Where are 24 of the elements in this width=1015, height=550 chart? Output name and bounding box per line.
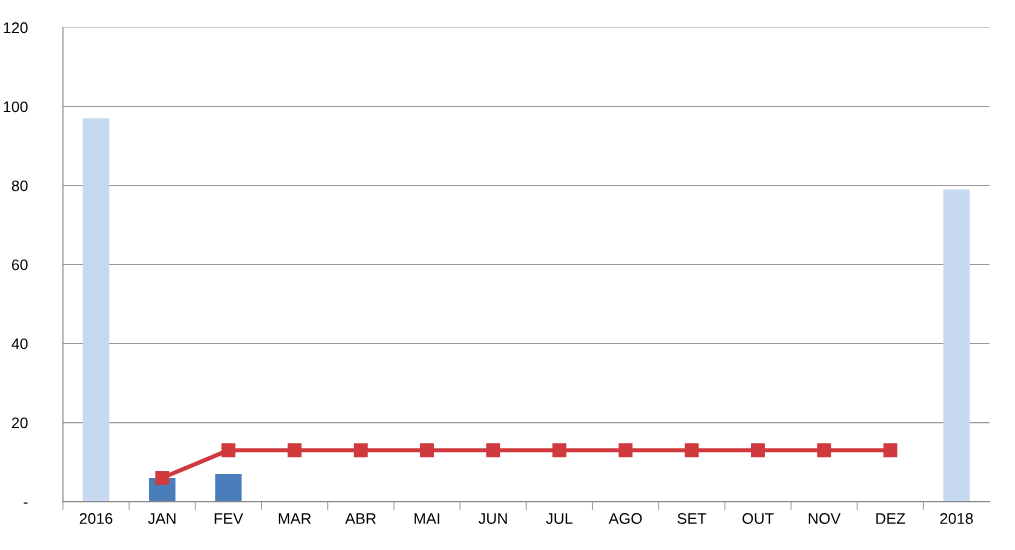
x-tick-label: SET xyxy=(677,513,707,524)
x-tick-label: DEZ xyxy=(876,513,906,524)
x-tick-label: OUT xyxy=(742,513,774,524)
x-tick-label: NOV xyxy=(808,513,841,524)
y-tick-label: - xyxy=(23,502,28,504)
y-tick-label: 100 xyxy=(3,101,28,113)
x-tick-label: JAN xyxy=(148,513,176,524)
x-tick-label: FEV xyxy=(214,513,244,524)
y-tick-label: 120 xyxy=(3,22,28,34)
x-tick-label: 2018 xyxy=(940,513,973,524)
y-tick-label: 20 xyxy=(11,417,28,429)
y-tick-label: 40 xyxy=(11,338,28,350)
x-tick-label: JUL xyxy=(546,513,573,524)
x-tick-label: MAI xyxy=(414,513,440,524)
x-tick-label: JUN xyxy=(478,513,507,524)
bar xyxy=(215,473,242,502)
y-tick-label: 60 xyxy=(11,259,28,271)
x-tick-label: MAR xyxy=(278,513,311,524)
x-tick-label: ABR xyxy=(345,513,376,524)
y-tick-label: 80 xyxy=(11,180,28,192)
x-tick-label: AGO xyxy=(608,513,642,524)
x-tick-label: 2016 xyxy=(79,513,113,524)
bar xyxy=(943,189,970,502)
bar xyxy=(82,118,110,502)
